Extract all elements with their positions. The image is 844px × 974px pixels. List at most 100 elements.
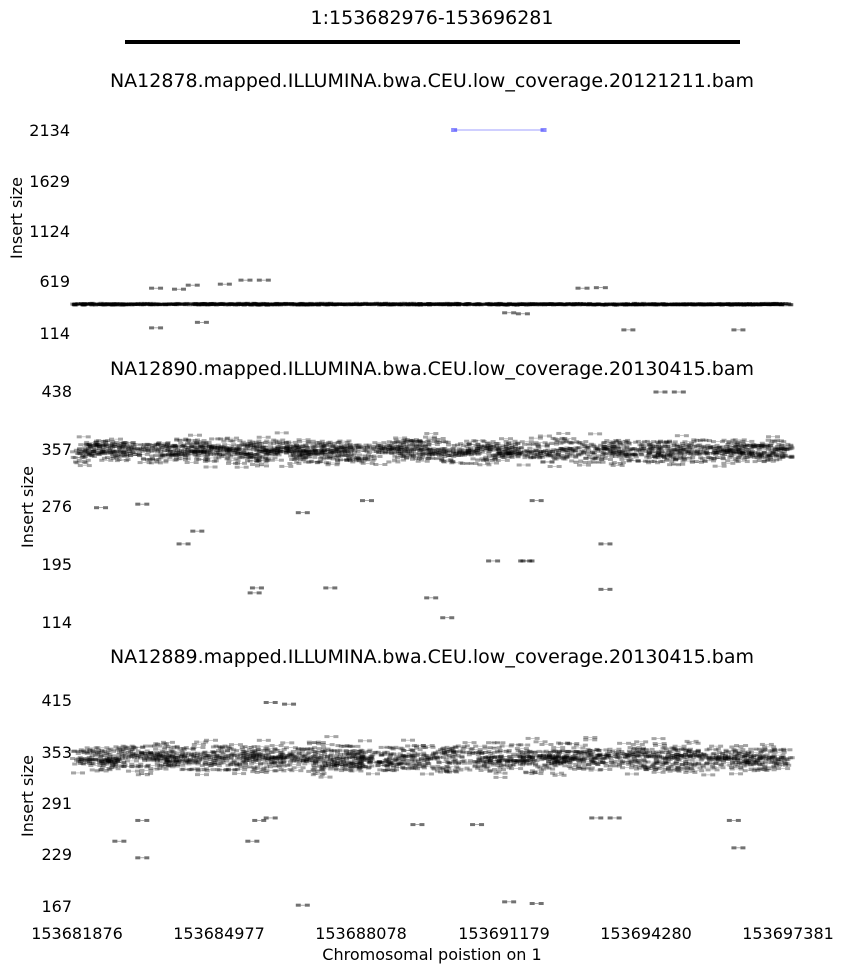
x-tick-label: 153688078 bbox=[315, 924, 407, 943]
read-pair bbox=[463, 302, 478, 306]
outlier-read-pair bbox=[621, 328, 636, 332]
read-pair bbox=[263, 303, 278, 307]
read-pair bbox=[209, 302, 224, 306]
read-pair bbox=[73, 302, 88, 306]
read-pair bbox=[485, 302, 500, 306]
read-pair bbox=[452, 302, 467, 306]
read-pair-marks bbox=[70, 700, 795, 907]
read-pair bbox=[232, 302, 247, 306]
outlier-read-pair bbox=[731, 846, 746, 850]
read-pair bbox=[509, 767, 524, 771]
read-pair bbox=[712, 464, 727, 468]
outlier-read-pair bbox=[470, 823, 485, 827]
read-pair bbox=[545, 302, 560, 306]
read-pair bbox=[274, 431, 289, 435]
read-pair bbox=[233, 302, 248, 306]
outlier-read-pair bbox=[256, 278, 271, 282]
read-pair bbox=[380, 302, 395, 306]
read-pair bbox=[499, 744, 514, 748]
y-tick-label: 229 bbox=[41, 845, 72, 864]
read-pair bbox=[175, 301, 190, 305]
read-pair bbox=[234, 465, 249, 469]
panel-na12889: NA12889.mapped.ILLUMINA.bwa.CEU.low_cove… bbox=[18, 646, 795, 916]
read-pair bbox=[638, 302, 653, 306]
read-pair bbox=[652, 303, 667, 307]
read-pair bbox=[766, 435, 781, 439]
read-pair bbox=[123, 302, 138, 306]
read-pair bbox=[551, 746, 566, 750]
y-tick-label: 438 bbox=[41, 382, 72, 401]
read-pair bbox=[203, 465, 218, 469]
read-pair bbox=[571, 303, 586, 307]
read-pair bbox=[637, 302, 652, 306]
y-tick-label: 2134 bbox=[29, 121, 70, 140]
read-pair bbox=[757, 303, 772, 307]
read-pair bbox=[373, 462, 388, 466]
read-pair bbox=[519, 440, 534, 444]
read-pair bbox=[236, 303, 251, 307]
read-pair bbox=[571, 746, 586, 750]
read-pair bbox=[254, 302, 269, 306]
read-pair bbox=[634, 740, 649, 744]
read-pair bbox=[680, 459, 695, 463]
read-pair bbox=[350, 303, 365, 307]
read-pair bbox=[382, 302, 397, 306]
outlier-read-pair bbox=[593, 286, 608, 290]
read-pair bbox=[544, 302, 559, 306]
read-pair bbox=[264, 769, 279, 773]
read-pair bbox=[219, 302, 234, 306]
read-pair bbox=[485, 302, 500, 306]
x-tick-label: 153691179 bbox=[458, 924, 550, 943]
read-pair bbox=[561, 302, 576, 306]
read-pair bbox=[109, 437, 124, 441]
read-pair bbox=[675, 303, 690, 307]
read-pair bbox=[593, 303, 608, 307]
read-pair bbox=[682, 303, 697, 307]
read-pair bbox=[420, 302, 435, 306]
read-pair bbox=[274, 302, 289, 306]
read-pair bbox=[125, 302, 140, 306]
read-pair bbox=[489, 303, 504, 307]
x-tick-labels: 153681876 153684977 153688078 153691179 … bbox=[31, 924, 834, 943]
read-pair bbox=[477, 463, 492, 467]
read-pair bbox=[686, 741, 701, 745]
read-pair bbox=[631, 302, 646, 306]
read-pair bbox=[224, 457, 239, 461]
outlier-read-pair bbox=[410, 823, 425, 827]
read-pair bbox=[774, 302, 789, 306]
read-pair-marks bbox=[70, 390, 795, 620]
read-pair bbox=[296, 438, 311, 442]
outlier-read-pair bbox=[295, 903, 310, 907]
read-pair bbox=[357, 739, 372, 743]
read-pair bbox=[613, 303, 628, 307]
read-pair bbox=[299, 301, 314, 305]
read-pair bbox=[71, 771, 86, 775]
read-pair bbox=[173, 302, 188, 306]
outlier-read-pair bbox=[217, 282, 232, 286]
read-pair bbox=[764, 301, 779, 305]
read-pair bbox=[421, 302, 436, 306]
read-pair bbox=[546, 302, 561, 306]
read-pair bbox=[325, 463, 340, 467]
read-pair bbox=[698, 302, 713, 306]
read-pair bbox=[269, 744, 284, 748]
read-pair bbox=[573, 743, 588, 747]
outlier-read-pair bbox=[440, 616, 455, 620]
read-pair bbox=[525, 736, 540, 740]
read-pair bbox=[610, 463, 625, 467]
read-pair bbox=[408, 302, 423, 306]
read-pair bbox=[495, 458, 510, 462]
outlier-read-pair bbox=[726, 818, 741, 822]
read-pair bbox=[356, 302, 371, 306]
read-pair bbox=[78, 302, 93, 306]
read-pair bbox=[195, 303, 210, 307]
read-pair bbox=[322, 303, 337, 307]
read-pair bbox=[622, 302, 637, 306]
read-pair bbox=[666, 302, 681, 306]
read-pair bbox=[121, 764, 136, 768]
read-pair bbox=[642, 303, 657, 307]
read-pair bbox=[626, 303, 641, 307]
read-pair bbox=[565, 302, 580, 306]
read-pair bbox=[382, 302, 397, 306]
